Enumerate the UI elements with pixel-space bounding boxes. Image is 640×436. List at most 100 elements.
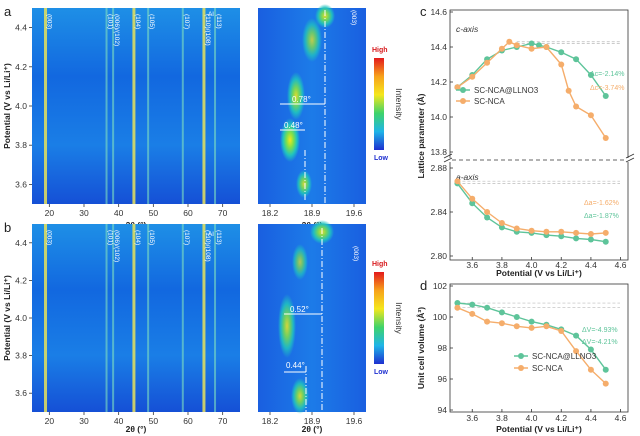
data-point xyxy=(587,112,594,119)
diffraction-peak-line xyxy=(112,224,115,412)
x-tick-label: 19.6 xyxy=(346,208,363,218)
shift-label-b1: 0.52° xyxy=(290,305,309,314)
x-tick-label: 30 xyxy=(79,208,89,218)
x-tick-label: 70 xyxy=(218,208,228,218)
panel-c: c-axis a-axis 13.8 14.0 14.2 14.4 14.6 2.80 2.… xyxy=(416,7,635,278)
data-point xyxy=(498,320,505,327)
series-line xyxy=(456,180,606,235)
y-tick-label: 4.2 xyxy=(15,62,27,72)
data-point xyxy=(528,45,535,52)
y-tick-label: 14.2 xyxy=(430,77,447,87)
y-tick-label: 3.6 xyxy=(15,388,27,398)
x-tick-label: 50 xyxy=(149,208,159,218)
x-tick-label: 40 xyxy=(114,416,124,426)
data-point xyxy=(587,72,594,78)
diffraction-peak-line xyxy=(202,224,206,412)
data-point xyxy=(484,214,491,221)
y-tick-label: 4.2 xyxy=(15,275,27,285)
data-point xyxy=(528,227,535,234)
diffraction-peak-line xyxy=(105,224,108,412)
data-point xyxy=(454,84,461,91)
y-tick-label: 14.4 xyxy=(430,42,447,52)
data-point xyxy=(543,228,550,235)
panel-letter-c: c xyxy=(420,4,427,19)
data-point xyxy=(573,235,580,242)
data-point xyxy=(558,61,565,68)
x-tick-label: 4.4 xyxy=(585,260,597,270)
diffraction-peak-line xyxy=(132,224,136,412)
c-annotation-1: Δc=-2.14% xyxy=(590,71,624,78)
x-tick-label: 3.8 xyxy=(496,413,508,423)
y-tick-label: 3.6 xyxy=(15,179,27,189)
peak-label: (105) xyxy=(148,230,155,245)
y-tick-label: 14.6 xyxy=(430,7,447,17)
y-tick-label: 4.0 xyxy=(15,101,27,111)
y-tick-label: 4.4 xyxy=(15,23,27,33)
data-point xyxy=(558,233,565,240)
peak-label: (113) xyxy=(215,230,222,245)
peak-label: (006)/(102) xyxy=(113,14,120,46)
y-tick-label: 102 xyxy=(433,281,447,291)
panel-b-main: (003) (101) (006)/(102) (104) (105) (107) (110… xyxy=(2,224,240,434)
data-point xyxy=(498,224,505,231)
y-tick-label: 3.8 xyxy=(15,351,27,361)
colorbar-a-low: Low xyxy=(374,155,389,162)
data-point xyxy=(484,318,491,325)
zoom-peak-label-b: (003) xyxy=(352,246,359,261)
data-point xyxy=(573,56,580,63)
data-point xyxy=(498,309,505,316)
x-tick-label: 3.8 xyxy=(496,260,508,270)
data-point xyxy=(587,231,594,237)
data-point xyxy=(469,195,476,202)
data-point xyxy=(558,49,565,56)
peak-label: (104) xyxy=(134,230,141,245)
data-point xyxy=(513,314,520,320)
panel-letter-d: d xyxy=(420,278,427,293)
panel-b-zoom-xlabel: 2θ (°) xyxy=(302,424,323,434)
x-tick-label: 18.9 xyxy=(304,208,321,218)
x-tick-label: 4.2 xyxy=(555,413,567,423)
data-point xyxy=(602,135,609,141)
x-tick-label: 4.2 xyxy=(555,260,567,270)
panel-d-legend: SC-NCA@LLNO3 SC-NCA xyxy=(514,352,597,373)
diffraction-peak-line xyxy=(132,8,136,204)
data-point xyxy=(528,40,535,47)
x-tick-label: 50 xyxy=(149,416,159,426)
x-tick-label: 70 xyxy=(218,416,228,426)
x-tick-label: 4.0 xyxy=(526,413,538,423)
data-point xyxy=(558,228,565,235)
x-tick-label: 4.6 xyxy=(615,260,627,270)
shift-label-a2: 0.48° xyxy=(284,121,303,130)
data-point xyxy=(454,178,461,185)
peak-label: (003) xyxy=(46,14,53,29)
al-label-a: Al xyxy=(208,11,214,18)
panel-c-legend: SC-NCA@LLNO3 SC-NCA xyxy=(456,86,539,106)
data-point xyxy=(602,93,609,99)
panel-d: 94 96 98 100 102 3.6 3.8 4.0 4.2 4.4 4.6 SC-NCA@LL… xyxy=(416,281,629,434)
x-tick-label: 60 xyxy=(183,416,193,426)
panel-letter-b: b xyxy=(4,220,11,235)
data-point xyxy=(587,346,594,353)
x-tick-label: 30 xyxy=(79,416,89,426)
c-axis-label: c-axis xyxy=(456,24,479,34)
colorbar-b: High Low Intensity xyxy=(372,261,404,376)
y-tick-label: 100 xyxy=(433,312,447,322)
data-point xyxy=(602,229,609,236)
data-point xyxy=(602,380,609,387)
diffraction-peak-line xyxy=(214,224,217,412)
colorbar-b-low: Low xyxy=(374,369,389,376)
data-point xyxy=(469,301,476,308)
panel-c-xlabel: Potential (V vs Li/Li⁺) xyxy=(496,268,582,278)
data-point xyxy=(454,300,461,307)
diffraction-peak-line xyxy=(214,8,217,204)
data-point xyxy=(587,366,594,373)
peak-label: (113) xyxy=(215,14,222,29)
y-tick-label: 13.8 xyxy=(430,147,447,157)
diffraction-peak-line xyxy=(105,8,108,204)
peak-label: (003) xyxy=(46,230,53,245)
a-annotation-1: Δa=-1.62% xyxy=(584,200,619,207)
panel-b-ylabel: Potential (V vs Li/Li⁺) xyxy=(2,275,12,361)
data-point xyxy=(543,44,550,50)
data-point xyxy=(454,304,461,311)
